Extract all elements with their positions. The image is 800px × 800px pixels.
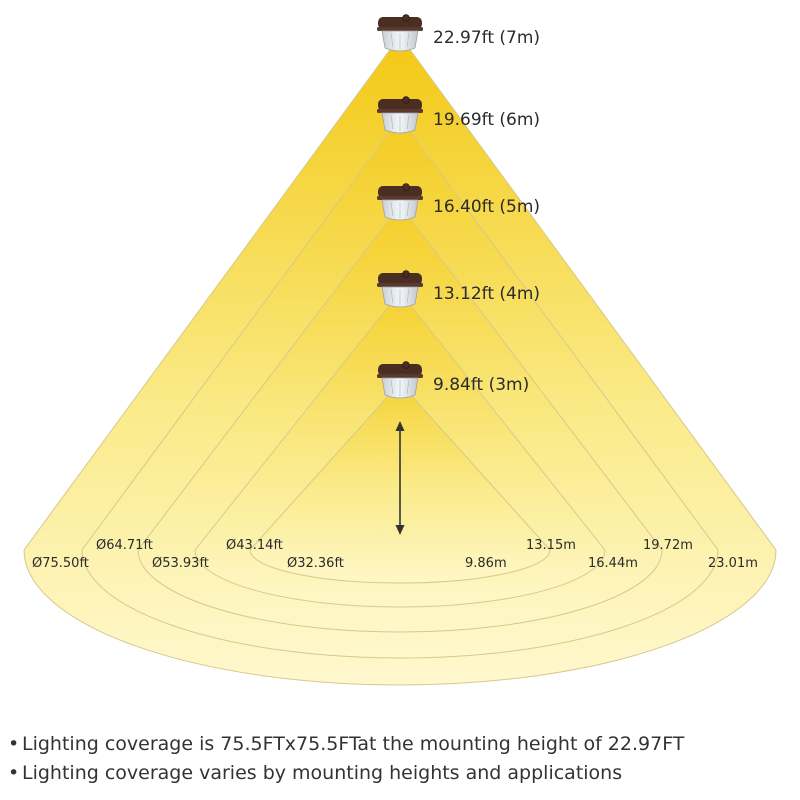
coverage-radius-label: 23.01m: [708, 556, 758, 571]
note-item: • Lighting coverage varies by mounting h…: [8, 759, 798, 788]
coverage-diameter-label: Ø64.71ft: [96, 538, 153, 553]
mounting-height-label: 16.40ft (5m): [433, 197, 540, 217]
coverage-diameter-label: Ø75.50ft: [32, 556, 89, 571]
labels: 22.97ft (7m) 19.69ft (6m) 16.40ft (5m) 13.1…: [32, 28, 758, 571]
mounting-height-label: 9.84ft (3m): [433, 375, 529, 395]
note-text: Lighting coverage is 75.5FTx75.5FTat the…: [22, 733, 685, 755]
mounting-height-label: 22.97ft (7m): [433, 28, 540, 48]
bullet: •: [8, 762, 20, 784]
coverage-diameter-label: Ø53.93ft: [152, 556, 209, 571]
light-fixture-icon: [376, 14, 424, 52]
mounting-height-label: 13.12ft (4m): [433, 284, 540, 304]
coverage-radius-label: 9.86m: [465, 556, 507, 571]
coverage-radius-label: 16.44m: [588, 556, 638, 571]
coverage-diameter-label: Ø43.14ft: [226, 538, 283, 553]
notes-list: • Lighting coverage is 75.5FTx75.5FTat t…: [8, 730, 798, 788]
note-item: • Lighting coverage is 75.5FTx75.5FTat t…: [8, 730, 798, 759]
coverage-radius-label: 13.15m: [526, 538, 576, 553]
coverage-diameter-label: Ø32.36ft: [287, 556, 344, 571]
mounting-height-label: 19.69ft (6m): [433, 110, 540, 130]
height-arrow: [395, 421, 405, 535]
coverage-radius-label: 19.72m: [643, 538, 693, 553]
note-text: Lighting coverage varies by mounting hei…: [22, 762, 623, 784]
bullet: •: [8, 733, 20, 755]
